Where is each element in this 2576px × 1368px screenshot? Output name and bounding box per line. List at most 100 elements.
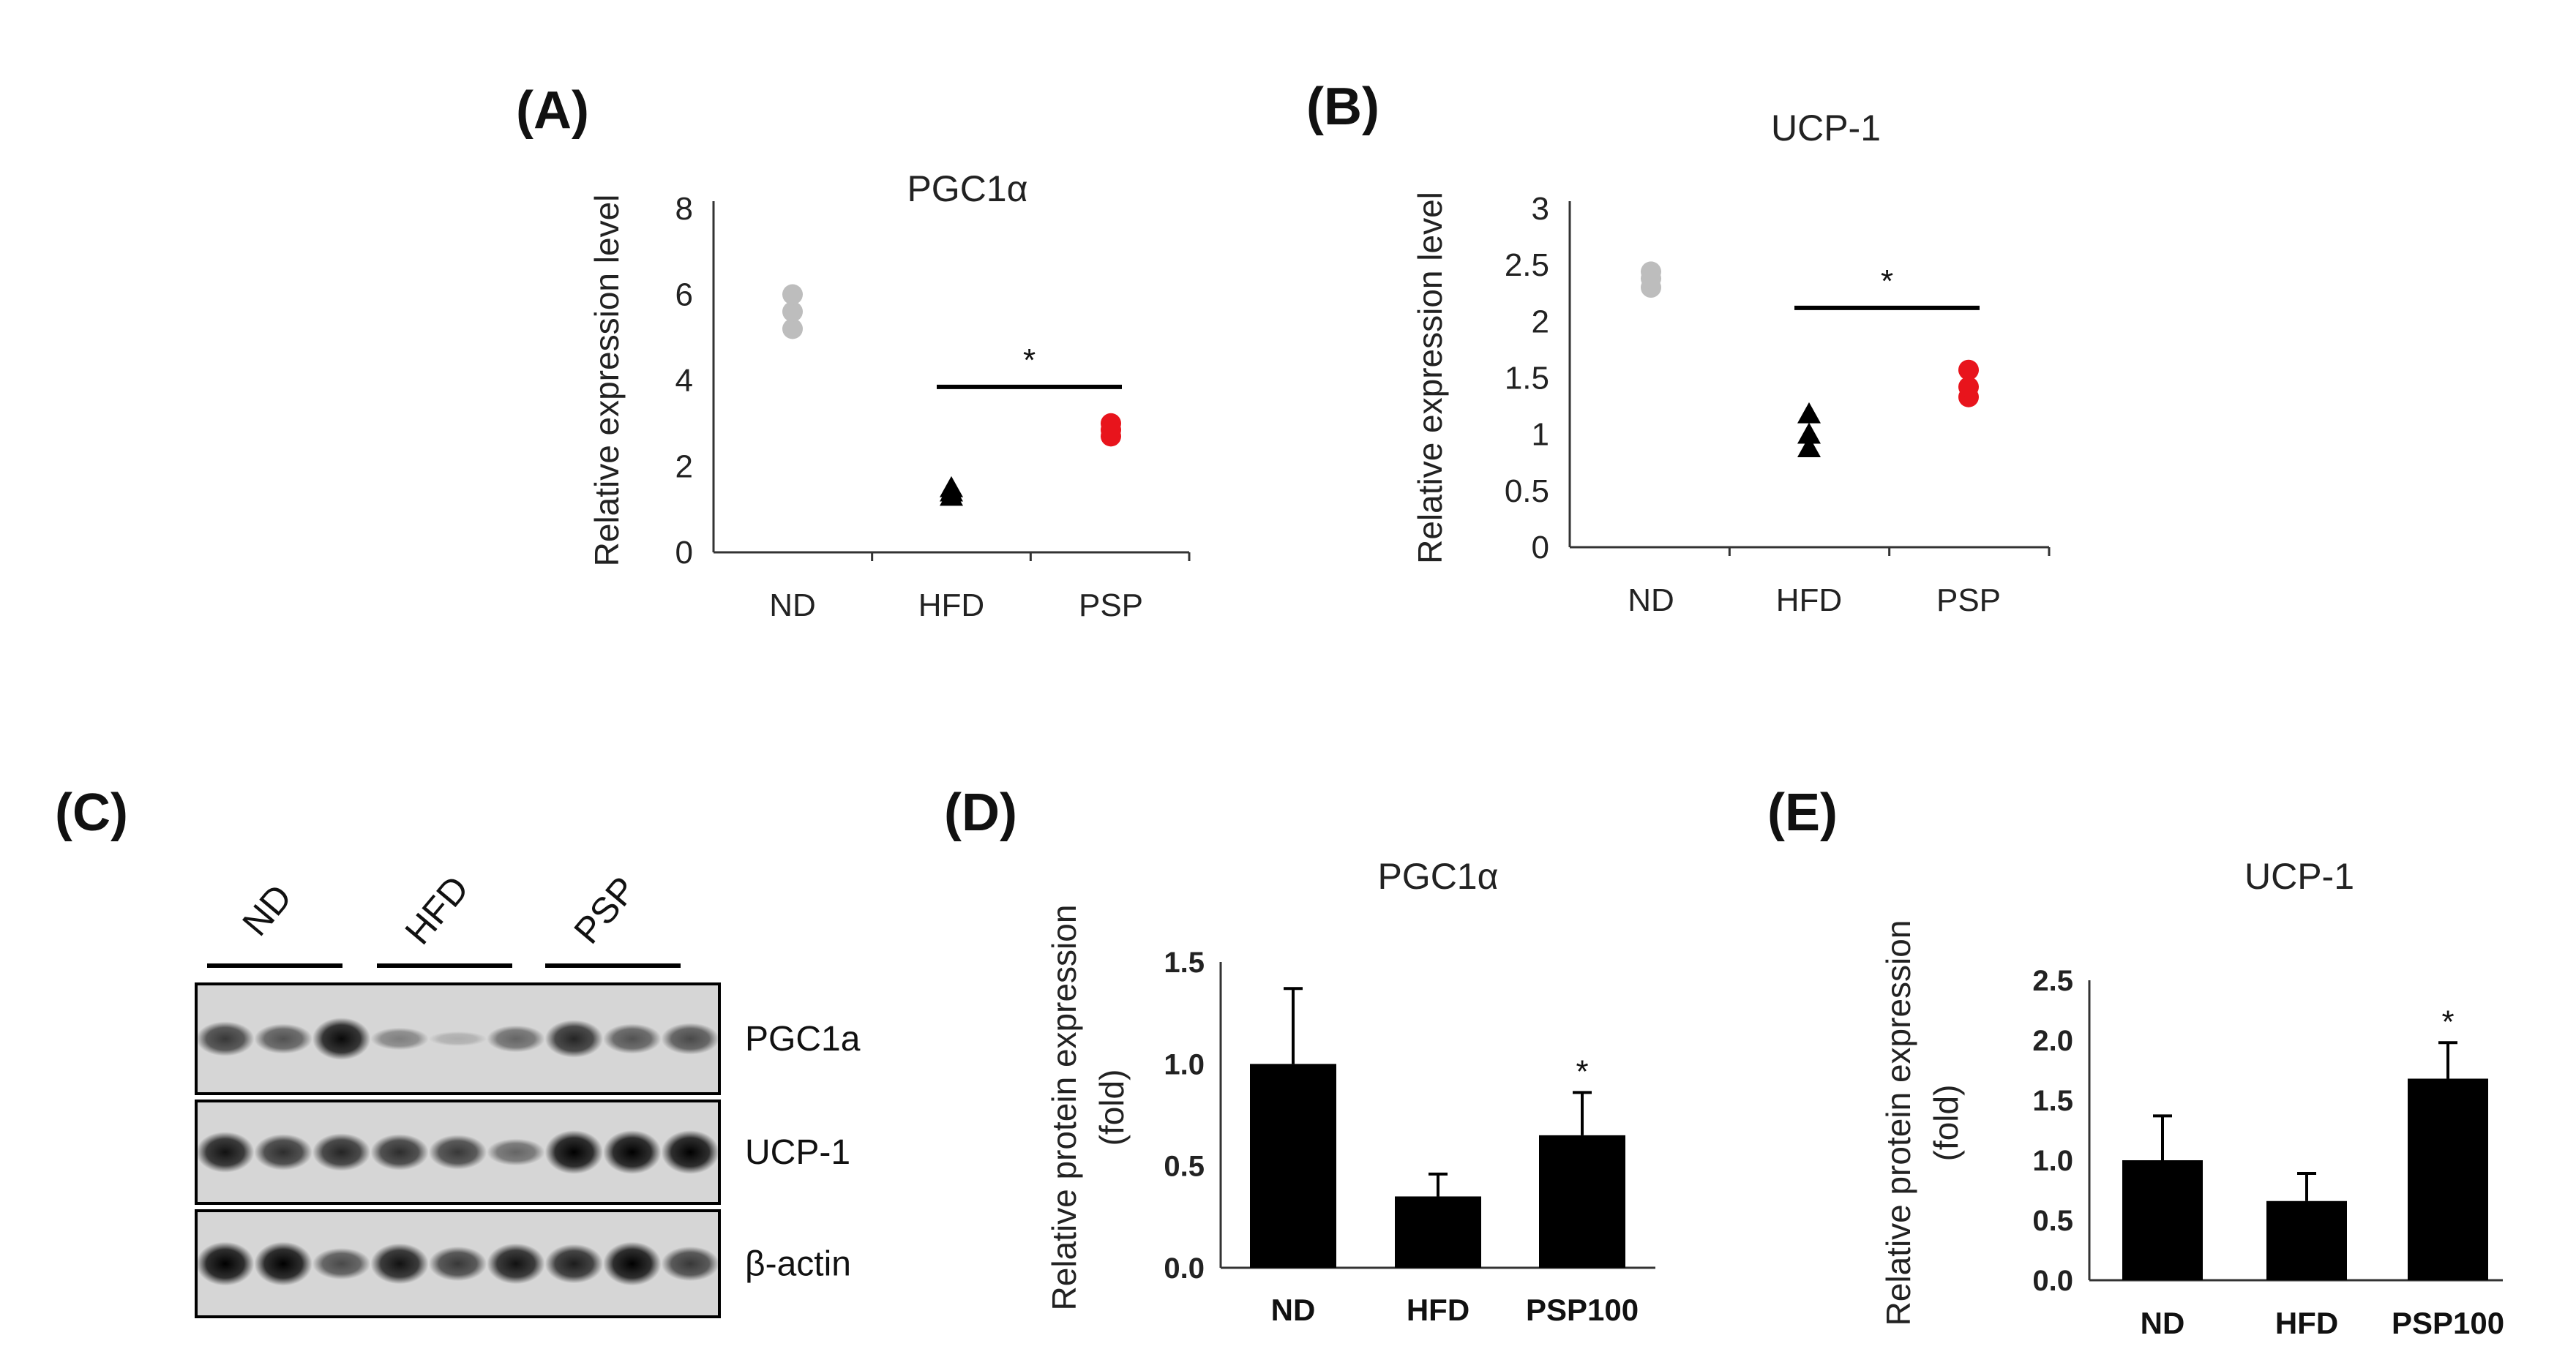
- panel-label-e: (E): [1767, 783, 1838, 842]
- chart-e-ytick-3: 1.5: [2032, 1085, 2073, 1117]
- blot-band-pgc1a-5: [487, 1025, 545, 1053]
- chart-b-ytick-4: 2: [1532, 304, 1549, 339]
- blot-band--actin-4: [428, 1246, 487, 1282]
- blot-group-label-psp: PSP: [566, 869, 644, 952]
- chart-d-pgc1a-protein: PGC1α Relative protein expression (fold) 0.…: [1045, 856, 1655, 1327]
- chart-a-ytick-4: 8: [675, 191, 693, 227]
- chart-b-category-hfd: HFD: [1776, 582, 1842, 618]
- chart-d-bar-psp100: [1539, 1135, 1625, 1268]
- chart-a-ytick-3: 6: [675, 277, 693, 313]
- blot-band-ucp-1-2: [312, 1133, 371, 1171]
- chart-a-title: PGC1α: [907, 168, 1027, 209]
- chart-e-ytick-4: 2.0: [2032, 1025, 2073, 1057]
- chart-a-ytick-1: 2: [675, 449, 693, 485]
- chart-d-category-hfd: HFD: [1407, 1293, 1469, 1327]
- chart-d-ytick-3: 1.5: [1164, 947, 1205, 979]
- chart-b-ytick-5: 2.5: [1505, 247, 1549, 283]
- chart-d-ylabel-unit: (fold): [1093, 1070, 1131, 1146]
- blot-band-ucp-1-8: [661, 1130, 719, 1174]
- blot-band-pgc1a-6: [544, 1020, 604, 1058]
- chart-a-ytick-0: 0: [675, 535, 693, 571]
- chart-b-ytick-2: 1: [1532, 417, 1549, 453]
- panel-label-b: (B): [1306, 78, 1379, 136]
- chart-d-bar-nd: [1250, 1064, 1336, 1268]
- blot-band--actin-5: [487, 1243, 545, 1285]
- chart-a-category-hfd: HFD: [918, 587, 984, 623]
- blot-band--actin-6: [544, 1244, 604, 1284]
- chart-b-category-nd: ND: [1628, 582, 1674, 618]
- blot-band-pgc1a-3: [370, 1027, 429, 1051]
- chart-b-ytick-0: 0: [1532, 530, 1549, 565]
- blot-band-pgc1a-1: [254, 1023, 312, 1054]
- blot-group-label-nd: ND: [234, 876, 299, 943]
- chart-a-point-nd-1: [782, 301, 803, 322]
- chart-b-point-hfd-1: [1797, 422, 1821, 444]
- chart-e-ytick-0: 0.0: [2032, 1265, 2073, 1297]
- chart-d-significance-star: *: [1576, 1053, 1588, 1089]
- chart-b-ucp1-mrna: UCP-1 Relative expression level 0 0.5 1 1.5 2 2…: [1411, 108, 2051, 618]
- chart-d-ylabel: Relative protein expression: [1045, 905, 1083, 1311]
- western-blot-panel: ND HFD PSP PGC1a UCP-1 β-actin: [195, 868, 861, 1318]
- blot-band--actin-1: [254, 1241, 312, 1286]
- chart-e-ytick-5: 2.5: [2032, 965, 2073, 997]
- chart-a-ytick-2: 4: [675, 363, 693, 399]
- chart-a-point-nd-0: [782, 318, 803, 339]
- chart-d-bar-hfd: [1395, 1196, 1481, 1268]
- chart-e-bar-hfd: [2266, 1200, 2347, 1280]
- chart-a-point-hfd-2: [940, 476, 963, 497]
- chart-b-point-psp-1: [1958, 376, 1979, 397]
- blot-band-ucp-1-1: [254, 1134, 312, 1170]
- chart-d-ytick-1: 0.5: [1164, 1151, 1205, 1183]
- chart-e-bar-nd: [2122, 1160, 2203, 1280]
- panel-label-d: (D): [944, 783, 1017, 842]
- chart-a-significance-star: *: [1023, 342, 1036, 378]
- blot-group-label-hfd: HFD: [397, 868, 476, 952]
- chart-b-point-nd-2: [1641, 261, 1661, 282]
- blot-band-ucp-1-0: [196, 1132, 255, 1173]
- blot-band-pgc1a-0: [196, 1021, 255, 1056]
- chart-b-point-hfd-0: [1797, 436, 1821, 457]
- blot-band-ucp-1-7: [603, 1130, 662, 1174]
- chart-e-bar-psp100: [2408, 1078, 2488, 1280]
- chart-d-title: PGC1α: [1377, 856, 1498, 897]
- blot-band--actin-3: [370, 1243, 429, 1285]
- chart-a-pgc1a-mrna: PGC1α Relative expression level 0 2 4 6 8 ND HFD…: [588, 168, 1191, 623]
- blot-band-pgc1a-4: [428, 1031, 487, 1047]
- blot-band-ucp-1-5: [487, 1138, 545, 1166]
- blot-band-ucp-1-3: [370, 1134, 429, 1170]
- chart-e-ylabel: Relative protein expression: [1879, 920, 1917, 1326]
- chart-e-title: UCP-1: [2244, 856, 2354, 897]
- blot-row-label--actin: β-actin: [745, 1245, 851, 1284]
- chart-b-point-psp-2: [1958, 359, 1979, 380]
- chart-b-significance-star: *: [1881, 263, 1893, 299]
- chart-a-point-nd-2: [782, 284, 803, 305]
- blot-row-label-ucp-1: UCP-1: [745, 1133, 850, 1172]
- blot-band-ucp-1-6: [544, 1130, 604, 1174]
- blot-band--actin-2: [312, 1247, 371, 1280]
- chart-d-ytick-2: 1.0: [1164, 1048, 1205, 1081]
- chart-a-ylabel: Relative expression level: [588, 195, 626, 567]
- blot-band-ucp-1-4: [428, 1135, 487, 1170]
- blot-row-label-pgc1a: PGC1a: [745, 1020, 861, 1059]
- chart-e-ytick-1: 0.5: [2032, 1205, 2073, 1237]
- blot-band-pgc1a-2: [312, 1018, 371, 1060]
- chart-b-title: UCP-1: [1771, 108, 1881, 149]
- chart-b-category-psp: PSP: [1936, 582, 2001, 618]
- chart-b-ytick-6: 3: [1532, 191, 1549, 227]
- chart-b-ytick-1: 0.5: [1505, 473, 1549, 509]
- chart-e-category-nd: ND: [2141, 1306, 2185, 1340]
- chart-e-ucp1-protein: UCP-1 Relative protein expression (fold) 0.…: [1879, 856, 2504, 1340]
- blot-band-pgc1a-7: [603, 1023, 662, 1054]
- chart-e-category-hfd: HFD: [2275, 1306, 2338, 1340]
- chart-b-point-hfd-2: [1797, 402, 1821, 424]
- blot-band-pgc1a-8: [661, 1023, 719, 1055]
- panel-label-c: (C): [55, 783, 128, 842]
- chart-e-ylabel-unit: (fold): [1927, 1085, 1965, 1162]
- chart-a-point-psp-2: [1101, 413, 1121, 434]
- chart-b-ytick-3: 1.5: [1505, 361, 1549, 397]
- blot-band--actin-0: [196, 1241, 255, 1286]
- panel-label-a: (A): [516, 81, 589, 140]
- chart-d-ytick-0: 0.0: [1164, 1252, 1205, 1285]
- chart-e-significance-star: *: [2441, 1004, 2454, 1040]
